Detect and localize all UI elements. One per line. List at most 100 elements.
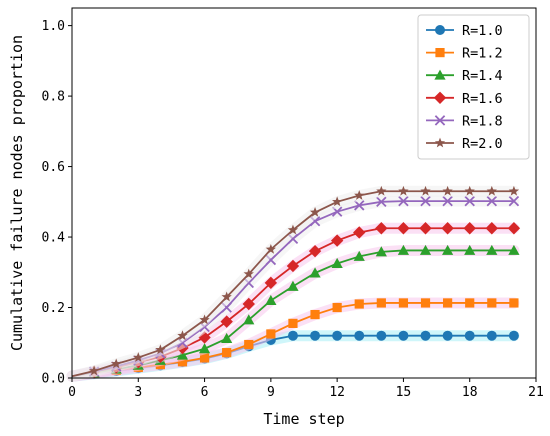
data-point xyxy=(508,185,520,196)
data-point xyxy=(485,222,499,235)
data-point xyxy=(508,244,520,255)
data-point xyxy=(330,234,344,247)
x-tick-label: 15 xyxy=(396,385,412,400)
data-point xyxy=(286,259,300,273)
data-point xyxy=(309,267,321,278)
legend-box xyxy=(417,14,530,160)
data-point xyxy=(198,343,211,354)
data-point xyxy=(420,195,431,207)
legend-label: R=1.4 xyxy=(462,68,503,84)
x-tick-label: 3 xyxy=(134,385,142,400)
data-point xyxy=(287,330,298,341)
data-point xyxy=(486,195,498,207)
data-point xyxy=(332,196,343,207)
data-point xyxy=(353,250,365,261)
data-point xyxy=(199,353,210,363)
data-point xyxy=(442,244,454,255)
data-point xyxy=(264,276,278,290)
data-point xyxy=(397,244,410,255)
y-tick-label: 1.0 xyxy=(42,19,65,34)
data-point xyxy=(176,349,189,360)
data-point xyxy=(419,222,432,235)
legend: R=1.0 R=1.2 R=1.4 R=1.6 R=1.8 R=2.0 xyxy=(417,14,530,160)
data-point xyxy=(420,298,431,308)
legend-marker xyxy=(435,25,445,35)
data-point xyxy=(354,200,365,211)
data-point xyxy=(221,332,233,344)
legend-label: R=1.0 xyxy=(462,23,503,39)
x-tick-label: 21 xyxy=(528,385,544,400)
data-point xyxy=(265,243,276,254)
legend-marker xyxy=(433,91,447,104)
data-point xyxy=(464,330,475,341)
legend-item: R=1.4 xyxy=(426,68,503,84)
data-point xyxy=(376,196,387,208)
data-point xyxy=(244,339,254,350)
data-point xyxy=(375,246,387,257)
data-point xyxy=(287,280,299,291)
series-R=2.0 xyxy=(66,185,520,382)
data-point xyxy=(376,185,387,196)
data-point xyxy=(464,195,475,207)
data-point xyxy=(309,206,321,217)
plot-frame xyxy=(71,7,537,379)
data-point xyxy=(398,185,409,196)
data-point xyxy=(465,298,475,308)
data-point xyxy=(398,195,409,207)
data-point xyxy=(243,314,255,325)
data-point xyxy=(265,294,277,305)
legend-label: R=1.6 xyxy=(462,91,503,107)
legend-item: R=1.6 xyxy=(426,91,503,107)
data-point xyxy=(376,330,387,341)
legend-marker xyxy=(435,48,445,58)
data-point xyxy=(199,314,210,325)
y-tick-label: 0.4 xyxy=(42,231,66,246)
data-point xyxy=(133,352,144,362)
data-point xyxy=(242,297,255,311)
y-tick-label: 0.6 xyxy=(42,160,65,175)
data-point xyxy=(507,222,521,235)
data-point xyxy=(354,299,364,309)
data-point xyxy=(354,190,365,200)
y-tick-label: 0.0 xyxy=(42,372,65,387)
data-point xyxy=(288,318,298,328)
y-tick-label: 0.8 xyxy=(42,90,65,105)
x-tick-label: 9 xyxy=(267,385,275,400)
data-point xyxy=(443,298,453,308)
data-point xyxy=(464,244,476,255)
legend-item: R=1.0 xyxy=(426,23,503,39)
legend-item: R=2.0 xyxy=(426,136,503,152)
data-point xyxy=(441,222,454,235)
data-point xyxy=(464,185,475,196)
data-point xyxy=(88,365,100,376)
data-point xyxy=(221,291,232,302)
data-point xyxy=(442,330,453,341)
data-point xyxy=(486,185,497,196)
data-point xyxy=(243,268,254,279)
data-point xyxy=(398,330,409,341)
data-point xyxy=(310,330,321,341)
y-axis-label: Cumulative failure nodes proportion xyxy=(8,35,26,351)
legend-marker xyxy=(434,115,446,126)
data-point xyxy=(463,222,476,235)
data-point xyxy=(332,330,343,341)
data-point xyxy=(354,330,365,341)
legend-marker xyxy=(434,69,446,80)
data-point xyxy=(331,257,343,268)
y-tick-label: 0.2 xyxy=(42,301,65,316)
legend-label: R=1.2 xyxy=(462,46,503,62)
x-tick-label: 18 xyxy=(462,385,478,400)
x-tick-label: 6 xyxy=(201,385,209,400)
data-point xyxy=(486,244,498,255)
data-point xyxy=(420,185,431,196)
series-layer xyxy=(66,185,521,382)
data-point xyxy=(376,298,386,308)
data-point xyxy=(310,309,320,320)
x-tick-label: 0 xyxy=(68,385,76,400)
data-point xyxy=(332,302,342,313)
data-point xyxy=(486,330,497,341)
data-point xyxy=(308,244,322,258)
data-point xyxy=(266,329,276,339)
data-point xyxy=(177,357,188,367)
